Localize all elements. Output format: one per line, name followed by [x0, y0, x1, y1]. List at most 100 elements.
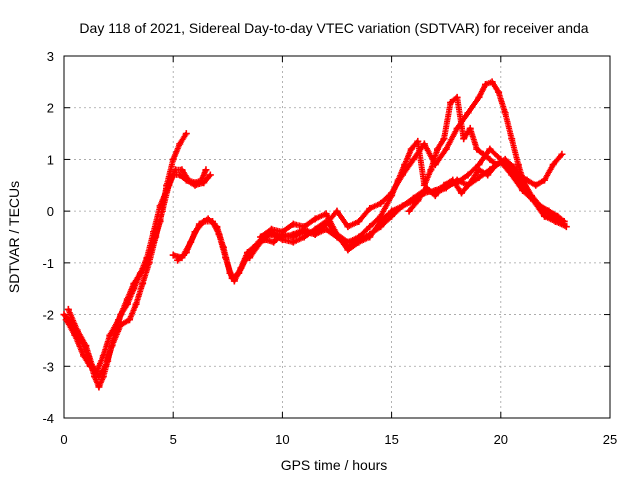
data-point — [388, 192, 396, 200]
data-point — [399, 202, 407, 210]
data-point — [139, 280, 147, 288]
x-tick-label: 15 — [384, 432, 398, 447]
data-point — [82, 342, 90, 350]
data-point — [176, 140, 184, 148]
data-point — [169, 155, 177, 163]
data-point — [475, 93, 483, 101]
data-point — [311, 215, 319, 223]
x-tick-label: 5 — [170, 432, 177, 447]
data-point — [278, 228, 286, 236]
data-point — [366, 233, 374, 241]
y-tick-label: 2 — [47, 101, 54, 116]
data-point — [300, 223, 308, 231]
data-point — [388, 207, 396, 215]
data-point — [289, 230, 297, 238]
data-point — [549, 161, 557, 169]
data-point — [99, 352, 107, 360]
data-point — [405, 207, 413, 215]
data-point — [484, 171, 492, 179]
data-point — [492, 161, 500, 169]
data-point — [176, 171, 184, 179]
data-point — [473, 145, 481, 153]
data-point — [440, 181, 448, 189]
data-point — [527, 192, 535, 200]
series-t7 — [257, 93, 566, 246]
data-point — [532, 181, 540, 189]
data-point — [510, 163, 518, 171]
data-point — [464, 109, 472, 117]
data-point — [536, 202, 544, 210]
data-point — [289, 238, 297, 246]
data-point — [64, 305, 72, 313]
data-point — [163, 186, 171, 194]
chart-title: Day 118 of 2021, Sidereal Day-to-day VTE… — [79, 20, 588, 36]
data-point — [267, 225, 275, 233]
data-point — [488, 78, 496, 86]
data-point — [355, 217, 363, 225]
data-point — [414, 197, 422, 205]
data-point — [475, 166, 483, 174]
data-point — [300, 233, 308, 241]
data-point — [460, 135, 468, 143]
data-point — [108, 342, 116, 350]
data-point — [414, 137, 422, 145]
data-point — [545, 207, 553, 215]
data-point — [182, 130, 190, 138]
data-point — [206, 171, 214, 179]
data-point — [182, 176, 190, 184]
data-point — [401, 161, 409, 169]
data-point — [449, 176, 457, 184]
data-point — [409, 155, 417, 163]
data-point — [344, 238, 352, 246]
series-markers — [174, 146, 566, 282]
data-point — [209, 217, 217, 225]
y-tick-label: -2 — [42, 308, 54, 323]
data-point — [479, 150, 487, 158]
data-point — [169, 251, 177, 259]
data-point — [495, 88, 503, 96]
series-t3 — [62, 171, 214, 375]
y-tick-label: 1 — [47, 152, 54, 167]
data-point — [333, 207, 341, 215]
data-point — [457, 189, 465, 197]
data-point — [95, 373, 103, 381]
data-point — [136, 269, 144, 277]
data-point — [447, 99, 455, 107]
data-point — [86, 362, 94, 370]
data-point — [71, 331, 79, 339]
y-tick-label: 0 — [47, 204, 54, 219]
grid-layer — [64, 56, 610, 418]
data-point — [482, 80, 490, 88]
data-point — [270, 238, 278, 246]
x-tick-label: 10 — [275, 432, 289, 447]
data-point — [427, 166, 435, 174]
data-point — [156, 202, 164, 210]
x-axis-label: GPS time / hours — [281, 457, 388, 473]
y-tick-label: 3 — [47, 49, 54, 64]
data-point — [322, 210, 330, 218]
data-point — [394, 176, 402, 184]
data-point — [80, 352, 88, 360]
data-point — [558, 150, 566, 158]
data-point — [442, 145, 450, 153]
data-point — [453, 93, 461, 101]
data-point — [377, 212, 385, 220]
data-point — [132, 300, 140, 308]
data-point — [95, 383, 103, 391]
data-point — [143, 254, 151, 262]
data-point — [150, 228, 158, 236]
data-point — [508, 135, 516, 143]
data-point — [202, 166, 210, 174]
y-axis-label: SDTVAR / TECUs — [6, 181, 22, 293]
data-point — [191, 228, 199, 236]
data-point — [246, 254, 254, 262]
data-point — [174, 256, 182, 264]
data-point — [115, 316, 123, 324]
data-point — [486, 145, 494, 153]
data-point — [93, 367, 101, 375]
data-point — [241, 256, 249, 264]
data-point — [60, 311, 68, 319]
data-point — [222, 254, 230, 262]
data-point — [355, 233, 363, 241]
